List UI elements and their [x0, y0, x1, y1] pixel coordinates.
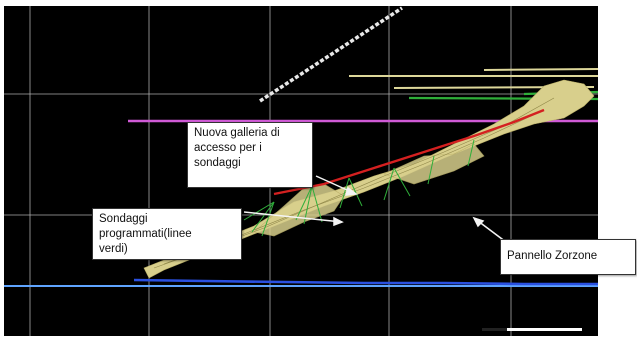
drillhole-7	[339, 177, 350, 209]
callout-panel-zorzone: Pannello Zorzone	[500, 239, 636, 275]
arrow-sondaggi	[243, 211, 343, 223]
arrow-galleria-head	[344, 186, 358, 196]
drillhole-3	[243, 201, 275, 221]
callout-drillholes: Sondaggi programmati(linee verdi)	[92, 208, 242, 260]
arrow-sondaggi-head	[333, 216, 344, 227]
callout-new-gallery: Nuova galleria di accesso per i sondaggi	[187, 122, 313, 188]
scale-bar-rect	[482, 328, 582, 331]
drillhole-10	[393, 167, 411, 197]
pointer-arrows	[243, 175, 515, 249]
panel-shape-lobe-1	[253, 183, 345, 237]
scale-bar-segment	[482, 328, 507, 331]
drillhole-9	[383, 167, 395, 201]
drillhole-12	[467, 139, 475, 167]
lower-level	[4, 278, 598, 287]
panel-shape-lobe-2	[383, 143, 485, 185]
red-access-gallery	[273, 108, 545, 196]
arrow-pannello-head	[472, 216, 485, 228]
drillhole-6	[311, 185, 323, 223]
upper-tunnel-2	[483, 68, 598, 71]
drillhole-1	[251, 201, 275, 233]
upper-diagonal-tunnel	[259, 6, 403, 103]
scale-bar	[482, 328, 582, 331]
mine-3d-viewport	[4, 6, 598, 336]
drillhole-11	[427, 155, 435, 185]
drillhole-4	[295, 185, 313, 221]
panel-zorzone-body	[143, 79, 595, 279]
mine-section-drawing	[4, 6, 598, 336]
drillhole-2	[261, 201, 275, 237]
blue-tunnel	[133, 278, 598, 286]
drillhole-8	[348, 177, 363, 207]
